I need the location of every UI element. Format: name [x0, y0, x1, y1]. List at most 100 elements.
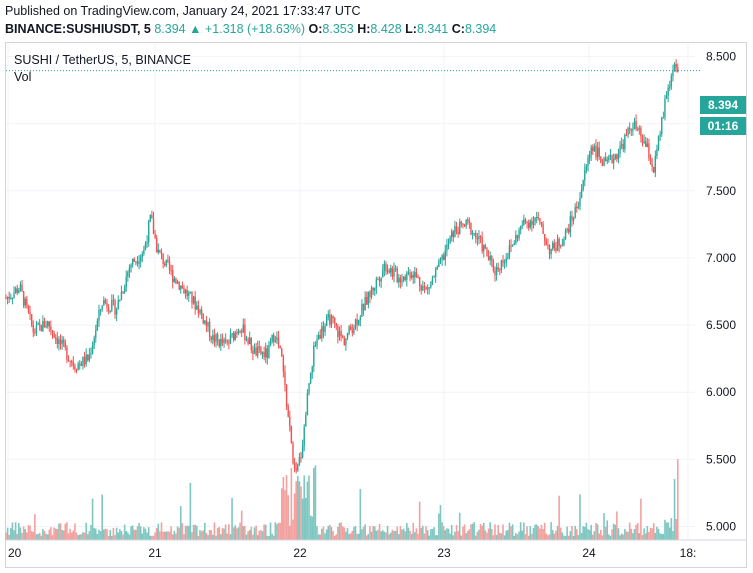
volume-bar [402, 528, 405, 540]
volume-bar [321, 528, 323, 540]
volume-bar [186, 525, 188, 540]
volume-bar [58, 523, 60, 540]
volume-bar [590, 524, 592, 540]
volume-bar [656, 526, 658, 540]
volume-bar [638, 533, 641, 540]
volume-bar [316, 526, 318, 540]
candle-body [433, 276, 435, 278]
candle-body [608, 156, 610, 161]
candle-body [572, 217, 575, 221]
volume-bar [184, 526, 187, 540]
candle-body [11, 297, 14, 299]
candle-body [641, 136, 644, 144]
volume-bar [139, 526, 142, 540]
candle-body [667, 87, 669, 96]
candle-body [390, 268, 392, 273]
candle-body [164, 264, 166, 266]
candle-body [321, 326, 323, 339]
volume-bar [547, 535, 549, 540]
volume-bar [35, 534, 38, 540]
volume-bar [5, 532, 7, 540]
volume-bar [422, 525, 424, 540]
volume-bar [99, 531, 102, 540]
candle-body [253, 347, 256, 354]
candle-body [414, 272, 416, 278]
volume-bar [667, 522, 669, 540]
candle-body [212, 335, 214, 340]
volume-bar [51, 534, 54, 540]
volume-bar [648, 531, 650, 540]
volume-bar [143, 527, 145, 540]
volume-bar [660, 534, 663, 540]
volume-bar [365, 535, 368, 540]
volume-bar [272, 535, 275, 540]
volume-bar [486, 532, 488, 540]
candle-body [26, 298, 28, 306]
candle-body [473, 232, 475, 234]
candle-body [412, 274, 414, 278]
volume-bar [654, 532, 657, 540]
candle-body [516, 234, 519, 239]
volume-bar [37, 533, 39, 540]
volume-bar [624, 528, 626, 540]
volume-bar [373, 526, 376, 540]
candle-body [66, 347, 68, 360]
volume-bar [215, 535, 217, 540]
volume-bar [580, 532, 583, 540]
candle-body [662, 117, 665, 119]
volume-bar [72, 530, 75, 540]
volume-bar [510, 526, 512, 540]
candle-body [577, 206, 580, 209]
candle-body [208, 322, 211, 338]
candle-body [431, 277, 434, 283]
volume-bar [255, 525, 257, 540]
volume-bar [330, 527, 333, 540]
candle-body [216, 334, 219, 340]
volume-bar [288, 525, 291, 540]
volume-bar [276, 524, 278, 540]
volume-bar [123, 524, 126, 540]
candle-body [656, 149, 658, 157]
candle-body [622, 144, 624, 150]
volume-bar [502, 524, 504, 540]
volume-bar [271, 533, 273, 540]
candle-body [8, 296, 10, 299]
volume-bar [439, 505, 442, 540]
volume-bar [527, 535, 530, 540]
volume-bar [505, 530, 508, 540]
candle-body [636, 128, 639, 130]
candle-body [620, 144, 623, 146]
volume-bar [266, 535, 269, 540]
candle-body [143, 249, 145, 254]
volume-bar [290, 468, 293, 540]
volume-bar [563, 535, 565, 540]
volume-bar [93, 528, 95, 540]
candle-body [552, 242, 554, 249]
candle-body [268, 345, 270, 359]
chart-frame[interactable] [5, 42, 747, 568]
volume-bar [75, 532, 78, 540]
candle-body [535, 217, 538, 219]
candle-body [601, 162, 604, 166]
volume-bar [167, 531, 169, 540]
y-tick-label: 7.500 [706, 184, 736, 198]
candle-body [643, 141, 645, 144]
candle-body [555, 248, 557, 251]
volume-bar [91, 498, 94, 540]
candle-body [157, 249, 160, 253]
candle-body [406, 273, 408, 280]
volume-bar [66, 522, 68, 540]
candle-body [77, 363, 79, 371]
volume-bar [239, 522, 241, 540]
volume-bar [633, 529, 636, 540]
candle-body [494, 270, 496, 276]
volume-bar [499, 532, 501, 540]
volume-bar [94, 528, 97, 540]
volume-bar [313, 468, 315, 540]
volume-bar [556, 525, 559, 540]
candle-body [189, 291, 192, 294]
y-tick-label: 6.000 [706, 385, 736, 399]
volume-bar [409, 530, 411, 540]
candle-body [410, 274, 413, 278]
